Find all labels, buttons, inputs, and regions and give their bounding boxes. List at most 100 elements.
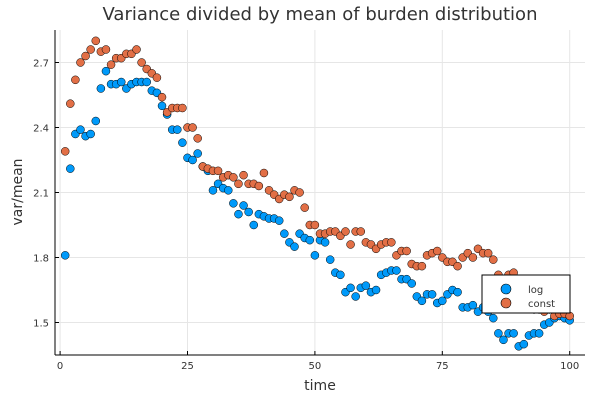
data-point-log bbox=[371, 285, 381, 295]
y-tick-label: 1.8 bbox=[33, 254, 49, 265]
data-point-const bbox=[71, 75, 80, 85]
y-tick-label: 1.5 bbox=[33, 319, 49, 330]
data-point-log bbox=[351, 292, 360, 301]
data-point-const bbox=[483, 248, 493, 258]
legend-marker-const bbox=[500, 297, 512, 309]
data-point-const bbox=[60, 147, 70, 156]
data-point-log bbox=[534, 329, 544, 338]
data-point-log bbox=[346, 283, 355, 293]
data-point-log bbox=[101, 66, 111, 76]
data-point-log bbox=[239, 201, 248, 210]
data-point-log bbox=[280, 229, 289, 238]
data-point-log bbox=[86, 129, 95, 139]
data-point-const bbox=[489, 255, 498, 264]
data-point-const bbox=[356, 227, 366, 236]
data-point-log bbox=[509, 329, 518, 338]
data-point-log bbox=[427, 290, 437, 299]
legend: log const bbox=[481, 274, 571, 314]
data-point-const bbox=[132, 45, 141, 54]
data-point-log bbox=[392, 266, 401, 275]
x-tick-label: 25 bbox=[181, 361, 194, 372]
data-point-log bbox=[142, 77, 151, 87]
data-point-log bbox=[157, 101, 167, 111]
data-point-log bbox=[336, 270, 345, 280]
data-point-log bbox=[494, 329, 503, 338]
x-tick-label: 75 bbox=[436, 361, 449, 372]
data-point-log bbox=[244, 207, 253, 217]
data-point-const bbox=[453, 261, 462, 271]
data-point-log bbox=[173, 125, 182, 134]
data-point-const bbox=[402, 246, 411, 256]
data-point-const bbox=[178, 103, 187, 113]
data-point-const bbox=[468, 253, 478, 262]
data-point-const bbox=[81, 51, 90, 61]
tick-labels: 0 25 50 75 100 1.5 1.8 2.1 2.4 2.7 bbox=[33, 59, 579, 373]
data-point-log bbox=[407, 279, 416, 288]
data-point-log bbox=[188, 155, 197, 165]
x-tick-label: 50 bbox=[309, 361, 322, 372]
data-point-const bbox=[152, 73, 162, 82]
data-point-const bbox=[188, 123, 197, 132]
data-point-const bbox=[310, 220, 320, 230]
data-point-const bbox=[106, 60, 116, 69]
data-point-log bbox=[438, 296, 447, 306]
data-point-log bbox=[361, 281, 371, 290]
legend-label-const: const bbox=[528, 299, 555, 310]
data-point-const bbox=[234, 179, 243, 189]
data-point-const bbox=[76, 58, 85, 67]
legend-label-log: log bbox=[528, 285, 543, 296]
data-point-const bbox=[259, 168, 269, 178]
data-point-const bbox=[346, 240, 355, 249]
y-tick-label: 2.4 bbox=[33, 124, 49, 135]
data-point-log bbox=[91, 116, 101, 126]
data-point-const bbox=[300, 203, 309, 212]
legend-marker-log bbox=[500, 283, 512, 295]
x-tick-label: 0 bbox=[57, 361, 63, 372]
data-point-log bbox=[96, 84, 106, 93]
data-point-log bbox=[274, 216, 284, 225]
data-point-const bbox=[137, 58, 146, 67]
data-point-log bbox=[320, 238, 330, 247]
data-point-log bbox=[305, 235, 315, 245]
data-point-const bbox=[387, 238, 396, 247]
data-point-log bbox=[310, 251, 320, 260]
chart-title: Variance divided by mean of burden distr… bbox=[103, 4, 538, 25]
data-point-const bbox=[213, 166, 223, 176]
data-point-log bbox=[234, 209, 243, 219]
data-point-const bbox=[229, 173, 238, 182]
data-point-const bbox=[239, 170, 248, 180]
x-axis-label: time bbox=[304, 378, 336, 394]
data-point-const bbox=[295, 188, 304, 197]
y-tick-label: 2.7 bbox=[33, 59, 49, 70]
data-point-log bbox=[290, 242, 299, 251]
data-point-log bbox=[193, 149, 202, 158]
data-point-log bbox=[499, 335, 508, 345]
data-point-const bbox=[254, 181, 264, 191]
data-point-const bbox=[86, 45, 95, 54]
data-point-log bbox=[519, 339, 529, 349]
data-point-log bbox=[224, 186, 233, 195]
data-point-log bbox=[208, 186, 218, 195]
x-tick-label: 100 bbox=[560, 361, 579, 372]
grid bbox=[55, 30, 585, 355]
data-point-log bbox=[117, 77, 126, 87]
data-point-log bbox=[325, 255, 335, 264]
data-point-log bbox=[453, 287, 462, 297]
data-point-const bbox=[66, 99, 75, 108]
data-point-const bbox=[341, 227, 350, 236]
data-point-const bbox=[157, 92, 167, 102]
y-axis-label: var/mean bbox=[10, 158, 26, 225]
y-tick-label: 2.1 bbox=[33, 189, 49, 200]
data-point-log bbox=[249, 220, 258, 230]
data-point-log bbox=[178, 138, 187, 147]
data-point-log bbox=[417, 296, 427, 306]
data-point-const bbox=[91, 36, 101, 46]
data-point-log bbox=[66, 164, 75, 173]
data-point-log bbox=[60, 251, 70, 260]
data-point-log bbox=[489, 313, 498, 323]
data-points bbox=[60, 36, 574, 351]
data-point-const bbox=[432, 246, 442, 256]
data-point-const bbox=[193, 134, 202, 143]
